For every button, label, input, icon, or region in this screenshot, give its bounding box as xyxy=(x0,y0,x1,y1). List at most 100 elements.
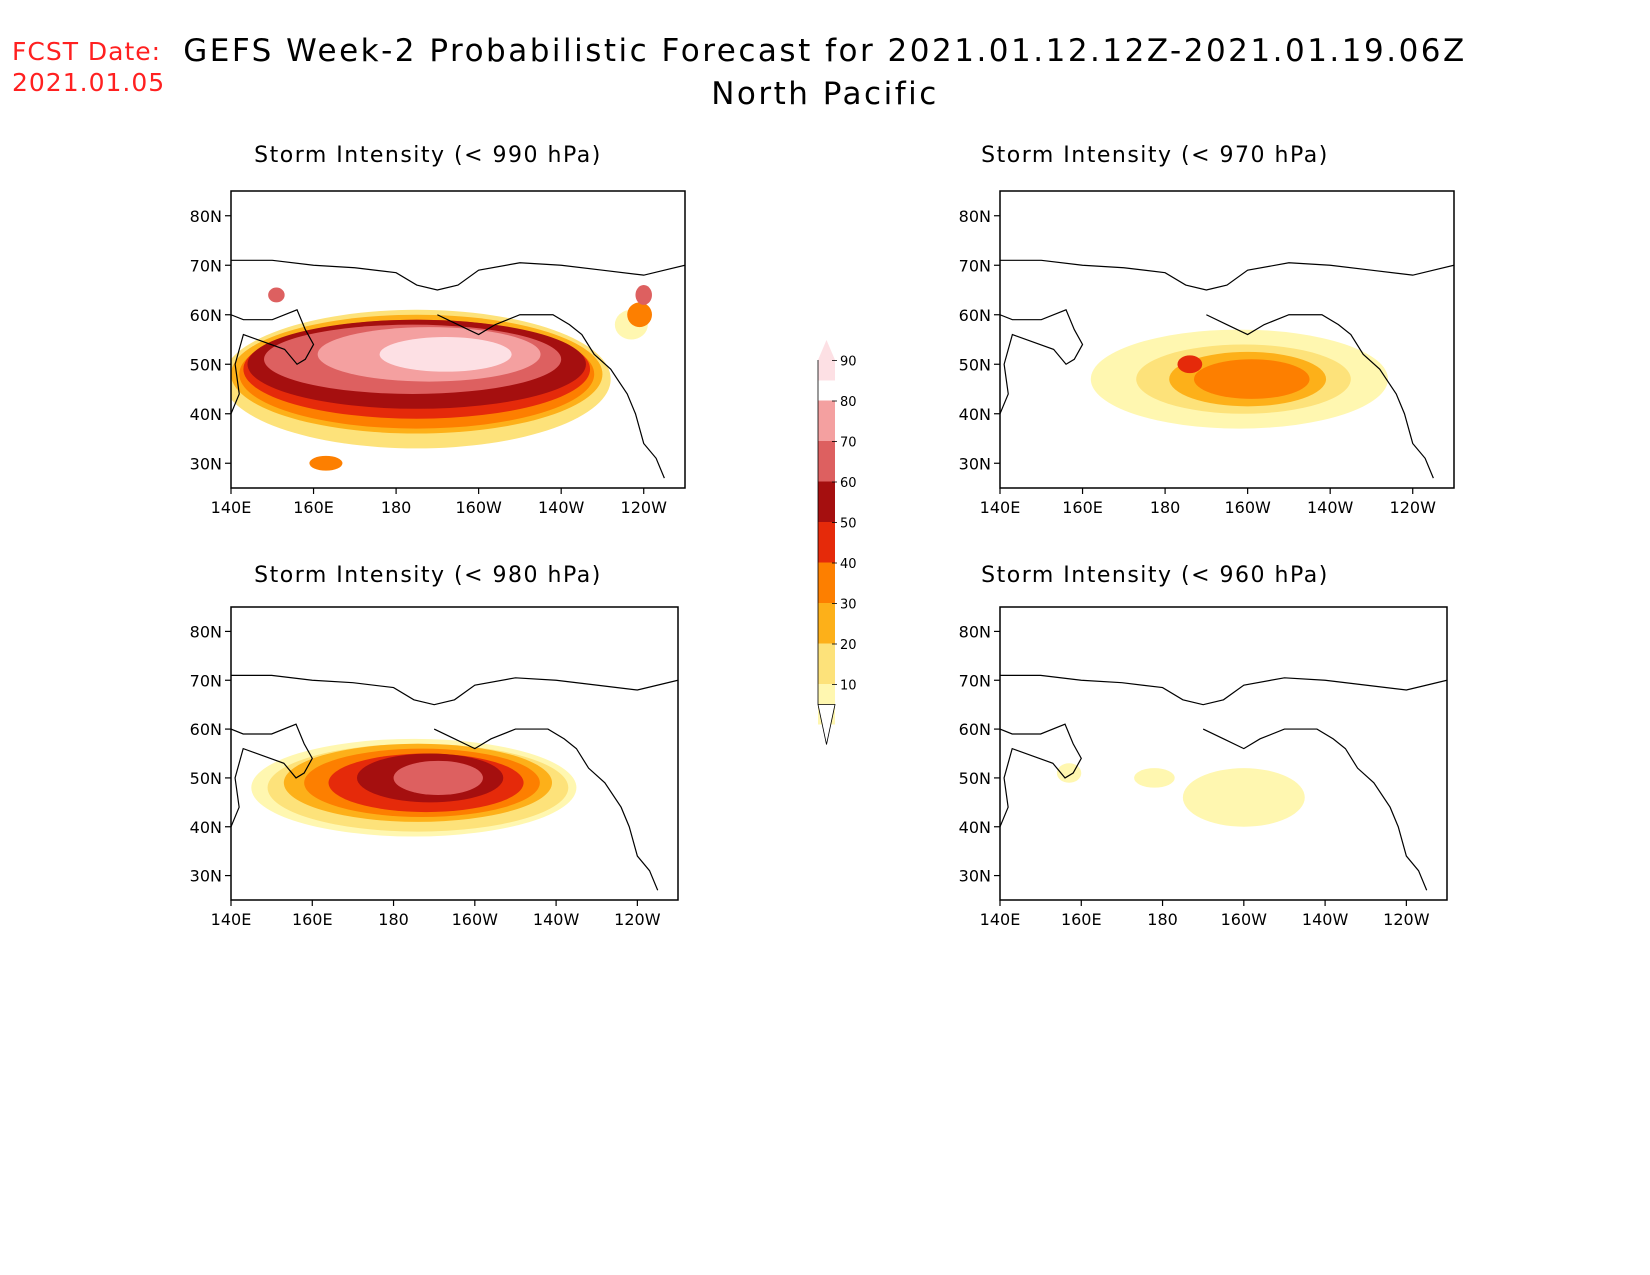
lon-label: 180 xyxy=(1150,498,1181,517)
map-panel-p990: 80N 70N 60N 50N 40N 30N 140E 160E 180 160W 140W 120… xyxy=(190,190,686,517)
probability-contour xyxy=(1182,768,1305,827)
lon-label: 180 xyxy=(381,498,412,517)
forecast-date-label: FCST Date: xyxy=(12,37,162,66)
colorbar-label: 70 xyxy=(840,436,857,451)
colorbar-swatch xyxy=(818,400,835,441)
lat-label: 30N xyxy=(190,454,222,473)
coastline xyxy=(1000,674,1447,706)
coastline xyxy=(231,674,678,706)
colorbar-swatch xyxy=(818,441,835,482)
lat-label: 50N xyxy=(959,355,991,374)
probability-contour xyxy=(393,760,483,796)
lon-label: 180 xyxy=(1147,910,1178,929)
lat-label: 70N xyxy=(959,671,991,690)
colorbar-label: 90 xyxy=(840,355,857,370)
lat-label: 80N xyxy=(190,622,222,641)
lon-label: 120W xyxy=(614,910,661,929)
lon-label: 160E xyxy=(292,910,333,929)
lat-label: 70N xyxy=(959,256,991,275)
coastline xyxy=(433,728,659,891)
lat-label: 40N xyxy=(959,818,991,837)
lat-label: 30N xyxy=(959,454,991,473)
coastline xyxy=(1000,723,1082,827)
colorbar-top-cap xyxy=(818,340,835,360)
lon-label: 160E xyxy=(1061,910,1102,929)
colorbar-bottom-cap xyxy=(817,704,836,745)
main-title: GEFS Week-2 Probabilistic Forecast for 2… xyxy=(183,33,1467,69)
lon-label: 140E xyxy=(211,498,252,517)
lon-label: 160W xyxy=(452,910,499,929)
coastline xyxy=(1000,309,1084,414)
lat-label: 50N xyxy=(959,769,991,788)
colorbar: 10 20 30 40 50 60 70 80 90 xyxy=(817,340,857,745)
colorbar-swatch xyxy=(818,522,835,563)
lat-label: 70N xyxy=(190,671,222,690)
colorbar-label: 50 xyxy=(840,517,857,532)
lon-label: 140E xyxy=(211,910,252,929)
map-panel-p960: 80N 70N 60N 50N 40N 30N 140E 160E 180 160W 140W 120… xyxy=(959,606,1448,929)
forecast-date-value: 2021.01.05 xyxy=(12,68,166,97)
map-frame xyxy=(230,190,686,489)
probability-contour xyxy=(379,337,512,372)
colorbar-swatch xyxy=(818,360,835,381)
lat-label: 80N xyxy=(190,207,222,226)
probability-fill xyxy=(251,738,577,837)
lon-label: 120W xyxy=(1390,498,1437,517)
colorbar-label: 60 xyxy=(840,476,857,491)
probability-contour xyxy=(635,285,652,305)
coastline xyxy=(231,259,685,291)
lat-label: 60N xyxy=(190,720,222,739)
map-frame xyxy=(230,606,679,901)
region-title: North Pacific xyxy=(711,76,939,112)
lon-label: 160W xyxy=(1224,498,1271,517)
panel-title-960: Storm Intensity (< 960 hPa) xyxy=(981,563,1329,588)
probability-fill xyxy=(1090,329,1388,429)
probability-contour xyxy=(309,455,343,471)
lat-label: 80N xyxy=(959,207,991,226)
lon-label: 140W xyxy=(1307,498,1354,517)
map-panel-p970: 80N 70N 60N 50N 40N 30N 140E 160E 180 160W 140W 120… xyxy=(959,190,1455,517)
probability-fill xyxy=(231,285,652,471)
probability-contour xyxy=(627,302,652,328)
colorbar-swatch xyxy=(818,603,835,644)
lat-label: 50N xyxy=(190,769,222,788)
map-frame xyxy=(999,190,1455,489)
lat-label: 40N xyxy=(190,405,222,424)
lon-label: 120W xyxy=(1383,910,1430,929)
lon-label: 140E xyxy=(980,498,1021,517)
lat-label: 50N xyxy=(190,355,222,374)
lat-label: 70N xyxy=(190,256,222,275)
lat-label: 40N xyxy=(959,405,991,424)
coastline xyxy=(1206,314,1434,479)
colorbar-label: 10 xyxy=(840,679,857,694)
colorbar-swatch xyxy=(818,643,835,684)
colorbar-label: 40 xyxy=(840,557,857,572)
lat-label: 60N xyxy=(190,306,222,325)
lat-label: 80N xyxy=(959,622,991,641)
lon-label: 160W xyxy=(455,498,502,517)
probability-contour xyxy=(1134,768,1175,788)
colorbar-label: 80 xyxy=(840,395,857,410)
map-panel-p980: 80N 70N 60N 50N 40N 30N 140E 160E 180 160W 140W 120… xyxy=(190,606,679,929)
lon-label: 140W xyxy=(538,498,585,517)
lat-label: 40N xyxy=(190,818,222,837)
coastline xyxy=(1202,728,1428,891)
lat-label: 30N xyxy=(959,867,991,886)
panel-title-980: Storm Intensity (< 980 hPa) xyxy=(254,563,602,588)
colorbar-label: 20 xyxy=(840,638,857,653)
lon-label: 160W xyxy=(1221,910,1268,929)
probability-contour xyxy=(1193,359,1310,399)
lon-label: 140W xyxy=(533,910,580,929)
panel-title-990: Storm Intensity (< 990 hPa) xyxy=(254,143,602,168)
lon-label: 160E xyxy=(293,498,334,517)
probability-fill xyxy=(1056,763,1305,827)
lat-label: 60N xyxy=(959,306,991,325)
lat-label: 60N xyxy=(959,720,991,739)
coastline xyxy=(1000,259,1454,291)
coastline xyxy=(231,723,313,827)
lat-label: 30N xyxy=(190,867,222,886)
probability-contour xyxy=(268,287,285,303)
lon-label: 140W xyxy=(1302,910,1349,929)
colorbar-label: 30 xyxy=(840,598,857,613)
colorbar-swatch xyxy=(818,481,835,522)
